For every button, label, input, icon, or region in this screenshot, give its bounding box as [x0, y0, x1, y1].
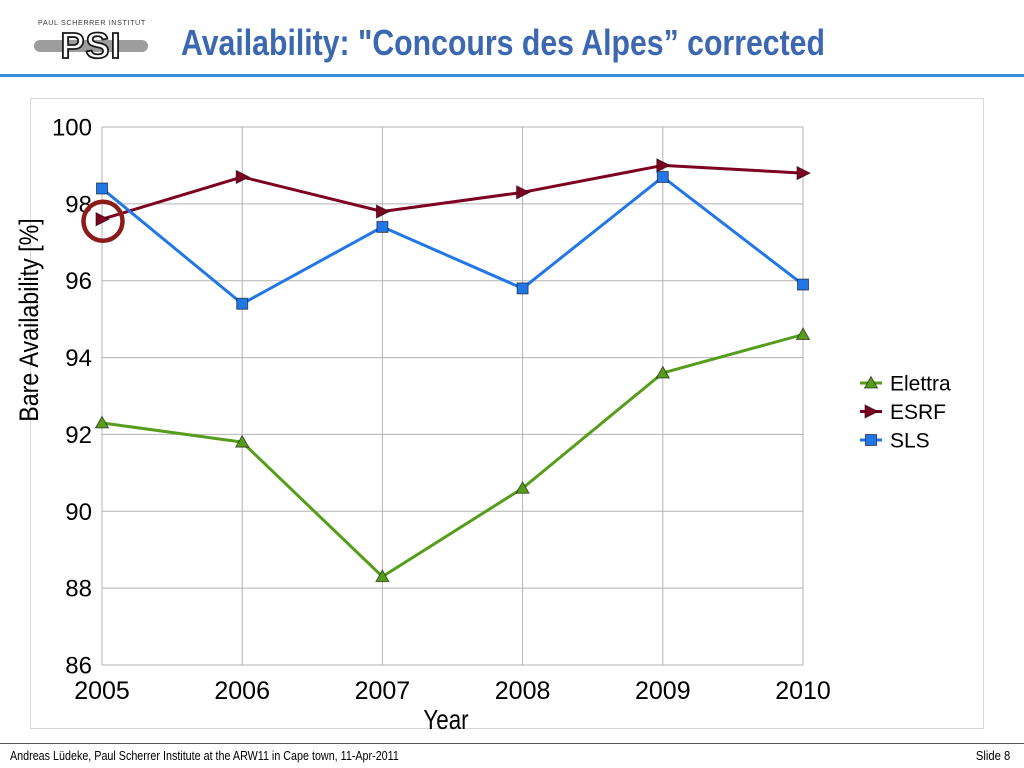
- logo-caption: PAUL SCHERRER INSTITUT: [38, 18, 146, 27]
- logo-lettering: PSI: [60, 28, 121, 64]
- chart-panel: [30, 98, 984, 729]
- footer-credit: Andreas Lüdeke, Paul Scherrer Institute …: [10, 749, 399, 763]
- footer-divider: [0, 743, 1024, 744]
- header-divider: [0, 74, 1024, 77]
- logo-bar: [34, 40, 148, 52]
- slide-title: Availability: "Concours des Alpes” corre…: [181, 22, 825, 63]
- slide-number: Slide 8: [975, 749, 1010, 763]
- psi-logo: PAUL SCHERRER INSTITUT PSI: [30, 14, 152, 66]
- psi-logo-mark: PSI: [34, 28, 148, 64]
